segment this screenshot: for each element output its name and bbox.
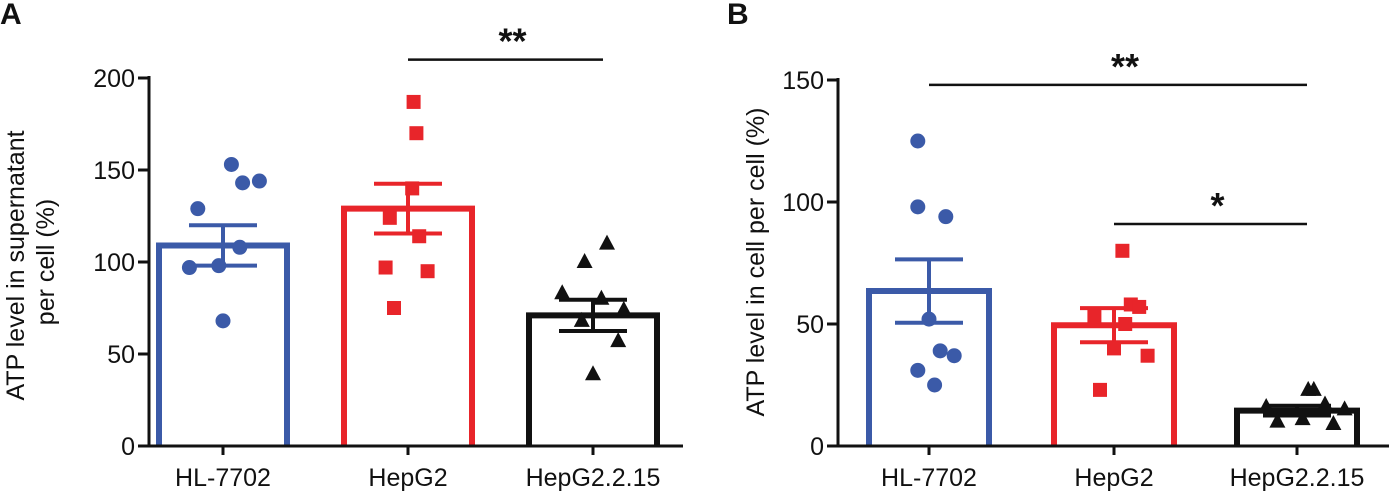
panel-b-point-0-2	[938, 209, 954, 225]
panel-a-point-2-5	[573, 311, 590, 327]
panel-a-y-tick-label-1: 50	[107, 341, 135, 369]
panel-a-point-1-2	[405, 181, 420, 196]
panel-b-significance-label-0: **	[1111, 46, 1139, 87]
panel-a-significance-label-0: **	[498, 21, 526, 62]
panel-b-point-0-1	[910, 199, 926, 215]
panel-b-point-0-6	[910, 362, 926, 378]
panel-a-point-2-3	[593, 289, 610, 305]
panel-b-point-0-3	[921, 311, 937, 327]
panel-b: B ATP level in cell per cell (%) 0 50 100 1…	[727, 0, 1389, 492]
panel-b-point-1-3	[1087, 309, 1102, 324]
panel-b-category-label-1: HepG2	[1074, 464, 1153, 492]
panel-a-point-0-5	[211, 258, 227, 274]
panel-b-point-0-7	[927, 377, 943, 393]
panel-b-point-0-4	[932, 343, 948, 359]
panel-b-point-2-2	[1317, 395, 1333, 411]
panel-a-y-axis-title-line-2: per cell (%)	[32, 199, 60, 325]
panel-b-significance-label-1: *	[1210, 185, 1224, 226]
panel-a-point-2-6	[610, 332, 627, 348]
panel-a-points	[181, 94, 632, 381]
panel-a-category-labels: HL-7702 HepG2 HepG2.2.15	[175, 446, 660, 492]
panel-b-point-1-0	[1115, 243, 1130, 258]
panel-a-point-2-2	[554, 284, 571, 300]
panel-a-point-2-0	[599, 234, 615, 250]
panel-b-point-1-7	[1093, 382, 1107, 397]
panel-a-error-bars	[189, 181, 627, 333]
panel-b-point-1-6	[1140, 348, 1155, 363]
panel-a-point-1-3	[382, 210, 397, 225]
panel-b-point-2-5	[1294, 410, 1311, 426]
panel-a-point-0-7	[215, 313, 231, 329]
panel-a-point-1-4	[412, 229, 427, 244]
panel-a-point-2-4	[615, 300, 632, 316]
panel-a-bar-0	[156, 242, 290, 446]
panel-b-y-tick-label-1: 50	[796, 311, 824, 339]
panel-b-y-axis-title: ATP level in cell per cell (%)	[742, 108, 770, 417]
panel-a-bar-2	[526, 312, 660, 446]
panel-a-y-tick-label-3: 150	[93, 157, 135, 185]
panel-b-point-1-4	[1118, 317, 1133, 331]
panel-a-point-1-0	[406, 94, 421, 109]
panel-a: A ATP level in supernatant per cell (%) …	[0, 0, 683, 492]
panel-a-point-0-3	[190, 201, 206, 217]
panel-b-point-2-3	[1258, 397, 1275, 413]
panel-a-point-1-1	[409, 126, 424, 141]
panel-a-point-0-0	[223, 156, 239, 172]
panel-a-point-0-1	[251, 173, 267, 189]
panel-b-point-2-6	[1269, 412, 1286, 428]
panel-b-category-label-2: HepG2.2.15	[1230, 464, 1365, 492]
panel-a-error-bar-2	[559, 297, 627, 333]
panel-a-point-0-2	[235, 175, 251, 191]
panel-a-point-0-4	[232, 239, 248, 255]
panel-b-y-tick-label-2: 100	[782, 189, 824, 217]
panel-b-point-2-1	[1300, 380, 1317, 396]
panel-a-letter: A	[0, 0, 22, 31]
panel-a-category-label-0: HL-7702	[175, 464, 271, 492]
panel-a-point-2-7	[585, 365, 601, 381]
panel-b-ticks: 0 50 100 150	[782, 67, 838, 461]
panel-a-significance: **	[408, 21, 603, 62]
panel-a-point-1-6	[420, 264, 435, 279]
panel-b-point-0-5	[946, 348, 962, 364]
panel-b-point-2-4	[1336, 400, 1353, 416]
panel-b-category-labels: HL-7702 HepG2 HepG2.2.15	[881, 446, 1364, 492]
panel-a-y-tick-label-0: 0	[121, 433, 135, 461]
panel-b-letter: B	[727, 0, 749, 31]
panel-a-y-axis-title-line-1: ATP level in supernatant	[2, 130, 30, 400]
panel-a-ticks: 0 50 100 150 200	[93, 65, 149, 461]
panel-a-point-1-7	[387, 301, 401, 315]
panel-b-y-axis-title-line-1: ATP level in cell per cell (%)	[742, 108, 770, 417]
panel-a-point-1-5	[378, 260, 393, 275]
panel-b-significance: ***	[929, 46, 1307, 226]
panel-b-category-label-0: HL-7702	[881, 464, 977, 492]
panel-b-point-1-2	[1132, 299, 1147, 314]
panel-a-y-tick-label-2: 100	[93, 249, 135, 277]
panel-a-bar-1	[341, 205, 475, 446]
panel-a-point-2-1	[576, 253, 593, 268]
panel-a-point-0-6	[181, 260, 197, 276]
panel-a-y-tick-label-4: 200	[93, 65, 135, 93]
panel-b-y-tick-label-3: 150	[782, 67, 824, 95]
panel-b-y-tick-label-0: 0	[810, 433, 824, 461]
panel-b-point-0-0	[910, 133, 926, 149]
panel-b-point-1-5	[1107, 341, 1121, 356]
panel-b-points	[910, 133, 1353, 431]
panel-a-y-axis-title: ATP level in supernatant per cell (%)	[2, 123, 60, 400]
panel-a-category-label-1: HepG2	[368, 464, 447, 492]
panel-a-category-label-2: HepG2.2.15	[526, 464, 661, 492]
panel-b-error-bars	[895, 257, 1331, 418]
panel-b-point-2-7	[1325, 415, 1342, 431]
